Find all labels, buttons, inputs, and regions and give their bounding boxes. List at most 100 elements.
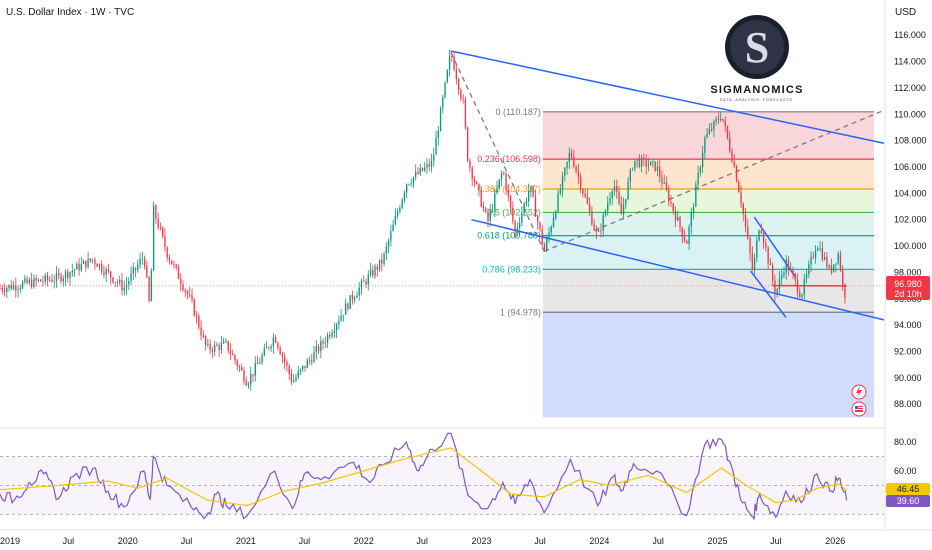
candle-body <box>478 183 480 190</box>
candle-body <box>527 191 530 202</box>
candle-body <box>471 167 473 179</box>
candle-body <box>541 229 543 245</box>
candle-body <box>631 169 634 170</box>
y-tick-label: 106.000 <box>894 162 927 172</box>
fib-zone-0.236 <box>542 159 874 190</box>
candle-body <box>496 187 498 194</box>
candle-body <box>33 278 35 287</box>
candle-body <box>55 273 58 281</box>
x-tick-label: Jul <box>652 536 664 546</box>
lightning-icon[interactable] <box>851 384 867 400</box>
candle-body <box>844 285 846 299</box>
candle-body <box>428 163 430 167</box>
fib-zone-0.618 <box>542 235 874 270</box>
candle-body <box>317 346 320 352</box>
candle-body <box>347 303 349 310</box>
candle-body <box>143 258 146 266</box>
candle-body <box>503 173 505 175</box>
candle-body <box>304 365 306 369</box>
candle-body <box>272 337 275 347</box>
rsi-y-tick-label: 60.00 <box>894 466 917 476</box>
candle-body <box>356 295 358 298</box>
candle-body <box>487 211 489 222</box>
candle-body <box>690 212 692 227</box>
candle-body <box>171 260 173 265</box>
candle-body <box>338 320 340 325</box>
candle-body <box>182 284 184 291</box>
logo-name: SIGMANOMICS <box>710 84 803 96</box>
candle-body <box>706 133 708 138</box>
candle-body <box>378 259 381 270</box>
candle-body <box>600 230 602 232</box>
candle-body <box>555 211 557 219</box>
y-tick-label: 112.000 <box>894 83 926 93</box>
candle-body <box>595 229 598 232</box>
candle-body <box>654 161 656 171</box>
y-tick-label: 110.000 <box>894 109 926 119</box>
candle-body <box>100 263 103 272</box>
candle-body <box>771 265 774 281</box>
candle-body <box>137 264 139 270</box>
candle-body <box>252 374 254 376</box>
candle-body <box>607 203 609 211</box>
candle-body <box>387 240 390 247</box>
candle-body <box>439 108 442 132</box>
candle-body <box>204 335 207 346</box>
rsi-value-badges: 46.45 39.60 <box>886 483 930 507</box>
candle-body <box>351 295 354 300</box>
candle-body <box>566 161 568 168</box>
flag-icon[interactable] <box>851 401 867 417</box>
candle-body <box>805 273 808 279</box>
candle-body <box>130 273 132 282</box>
candle-body <box>21 282 24 288</box>
candle-body <box>532 186 534 197</box>
candle-body <box>195 315 198 317</box>
candle-body <box>794 274 796 280</box>
candle-body <box>442 97 444 109</box>
candle-body <box>193 299 195 316</box>
candle-body <box>692 206 695 213</box>
candle-body <box>808 264 810 274</box>
candle-body <box>609 198 611 204</box>
candle-body <box>340 315 342 321</box>
candle-body <box>401 199 403 208</box>
candle-body <box>166 247 168 258</box>
x-tick-label: 2019 <box>0 536 20 546</box>
candle-body <box>814 250 817 258</box>
candle-body <box>103 271 105 275</box>
candle-body <box>430 160 433 167</box>
candle-body <box>546 238 548 251</box>
candle-body <box>69 272 71 279</box>
candle-body <box>598 230 600 232</box>
candle-body <box>412 177 415 184</box>
candle-body <box>24 278 26 283</box>
candle-body <box>329 334 331 337</box>
candle-body <box>232 353 234 356</box>
candle-body <box>482 206 485 209</box>
candle-body <box>435 137 437 155</box>
candle-body <box>114 282 116 283</box>
candle-body <box>211 349 214 352</box>
candle-body <box>299 369 302 372</box>
candle-body <box>96 263 98 268</box>
candle-body <box>494 193 496 210</box>
last-price: 96.980 <box>894 279 922 289</box>
candle-body <box>548 232 550 239</box>
candle-body <box>177 267 180 279</box>
candle-body <box>39 279 42 282</box>
candle-body <box>663 182 665 184</box>
candle-body <box>575 166 577 172</box>
candle-body <box>525 201 528 204</box>
candle-body <box>593 224 595 230</box>
candle-body <box>288 365 290 374</box>
candle-body <box>290 373 293 382</box>
candle-body <box>602 215 604 231</box>
candle-body <box>259 362 261 364</box>
candle-body <box>200 327 202 336</box>
candle-body <box>10 284 12 289</box>
fibonacci-retracement: 0 (110.187) 0.236 (106.598) 0.382 (104.327… <box>477 107 874 418</box>
candle-body <box>202 335 205 337</box>
candle-body <box>787 259 790 271</box>
candle-body <box>762 233 765 243</box>
